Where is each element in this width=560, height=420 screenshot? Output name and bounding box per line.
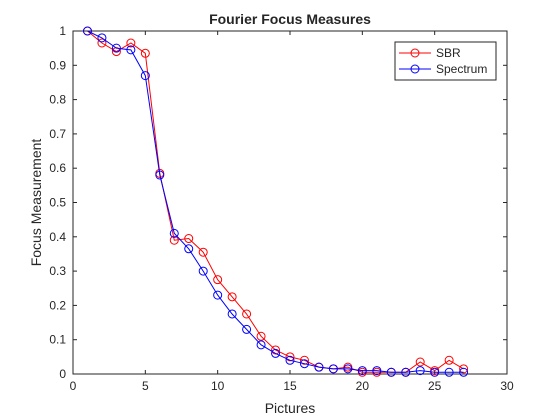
data-point-spectrum [184,244,194,254]
data-point-sbr [213,275,223,285]
data-point-sbr [299,355,309,365]
x-tick-label: 20 [356,379,370,393]
data-point-spectrum [126,45,136,55]
data-point-spectrum [111,43,121,53]
data-point-spectrum [227,309,237,319]
data-point-spectrum [386,367,396,377]
data-point-sbr [111,47,121,57]
data-point-spectrum [401,367,411,377]
x-tick-label: 10 [211,379,225,393]
legend-marker-spectrum [410,64,420,74]
data-point-spectrum [271,348,281,358]
data-point-spectrum [357,366,367,376]
data-point-spectrum [169,228,179,238]
data-point-sbr [256,331,266,341]
data-point-spectrum [459,367,469,377]
y-tick-label: 0.2 [49,298,66,312]
data-point-spectrum [372,366,382,376]
x-axis-label: Pictures [265,400,316,416]
data-point-sbr [227,292,237,302]
y-axis-label: Focus Measurement [28,139,44,267]
x-tick-label: 25 [428,379,442,393]
data-point-spectrum [328,364,338,374]
legend-marker-sbr [410,48,420,58]
y-tick-label: 0.9 [49,58,66,72]
plot-area [72,30,508,375]
y-tick-label: 0.3 [49,264,66,278]
data-point-sbr [271,345,281,355]
data-point-spectrum [430,367,440,377]
y-tick-label: 0 [59,367,66,381]
legend-box [394,41,497,81]
y-axis: 0 0.1 0.2 0.3 0.4 0.5 0.6 0.7 0.8 0.9 1 [49,24,507,381]
data-point-sbr [97,38,107,48]
x-tick-label: 5 [142,379,149,393]
data-point-spectrum [198,266,208,276]
data-point-sbr [444,355,454,365]
x-tick-label: 15 [283,379,297,393]
series-line-spectrum [87,30,464,373]
data-point-sbr [198,247,208,257]
y-tick-label: 0.5 [49,196,66,210]
y-tick-label: 1 [59,24,66,38]
y-tick-label: 0.8 [49,93,66,107]
data-point-sbr [459,364,469,374]
data-point-spectrum [97,33,107,43]
data-point-sbr [169,235,179,245]
data-point-sbr [184,234,194,244]
series-spectrum [82,26,469,377]
legend-label-sbr: SBR [436,46,461,60]
data-point-sbr [242,309,252,319]
legend-label-spectrum: Spectrum [436,62,487,76]
data-point-spectrum [242,324,252,334]
y-tick-label: 0.7 [49,127,66,141]
data-point-spectrum [285,355,295,365]
x-tick-label: 30 [500,379,514,393]
series-layer [82,26,469,377]
y-tick-label: 0.1 [49,333,66,347]
data-point-spectrum [155,170,165,180]
data-point-sbr [140,48,150,58]
data-point-sbr [126,38,136,48]
data-point-spectrum [314,362,324,372]
data-point-sbr [285,352,295,362]
data-point-spectrum [82,26,92,36]
chart-title: Fourier Focus Measures [209,11,371,27]
data-point-spectrum [140,71,150,81]
data-point-spectrum [299,359,309,369]
data-point-spectrum [213,290,223,300]
data-point-spectrum [256,340,266,350]
y-tick-label: 0.4 [49,230,66,244]
y-tick-label: 0.6 [49,161,66,175]
legend: SBR Spectrum [394,41,497,81]
data-point-spectrum [343,364,353,374]
data-point-spectrum [444,367,454,377]
x-tick-label: 0 [70,379,77,393]
data-point-spectrum [415,366,425,376]
data-point-sbr [415,357,425,367]
